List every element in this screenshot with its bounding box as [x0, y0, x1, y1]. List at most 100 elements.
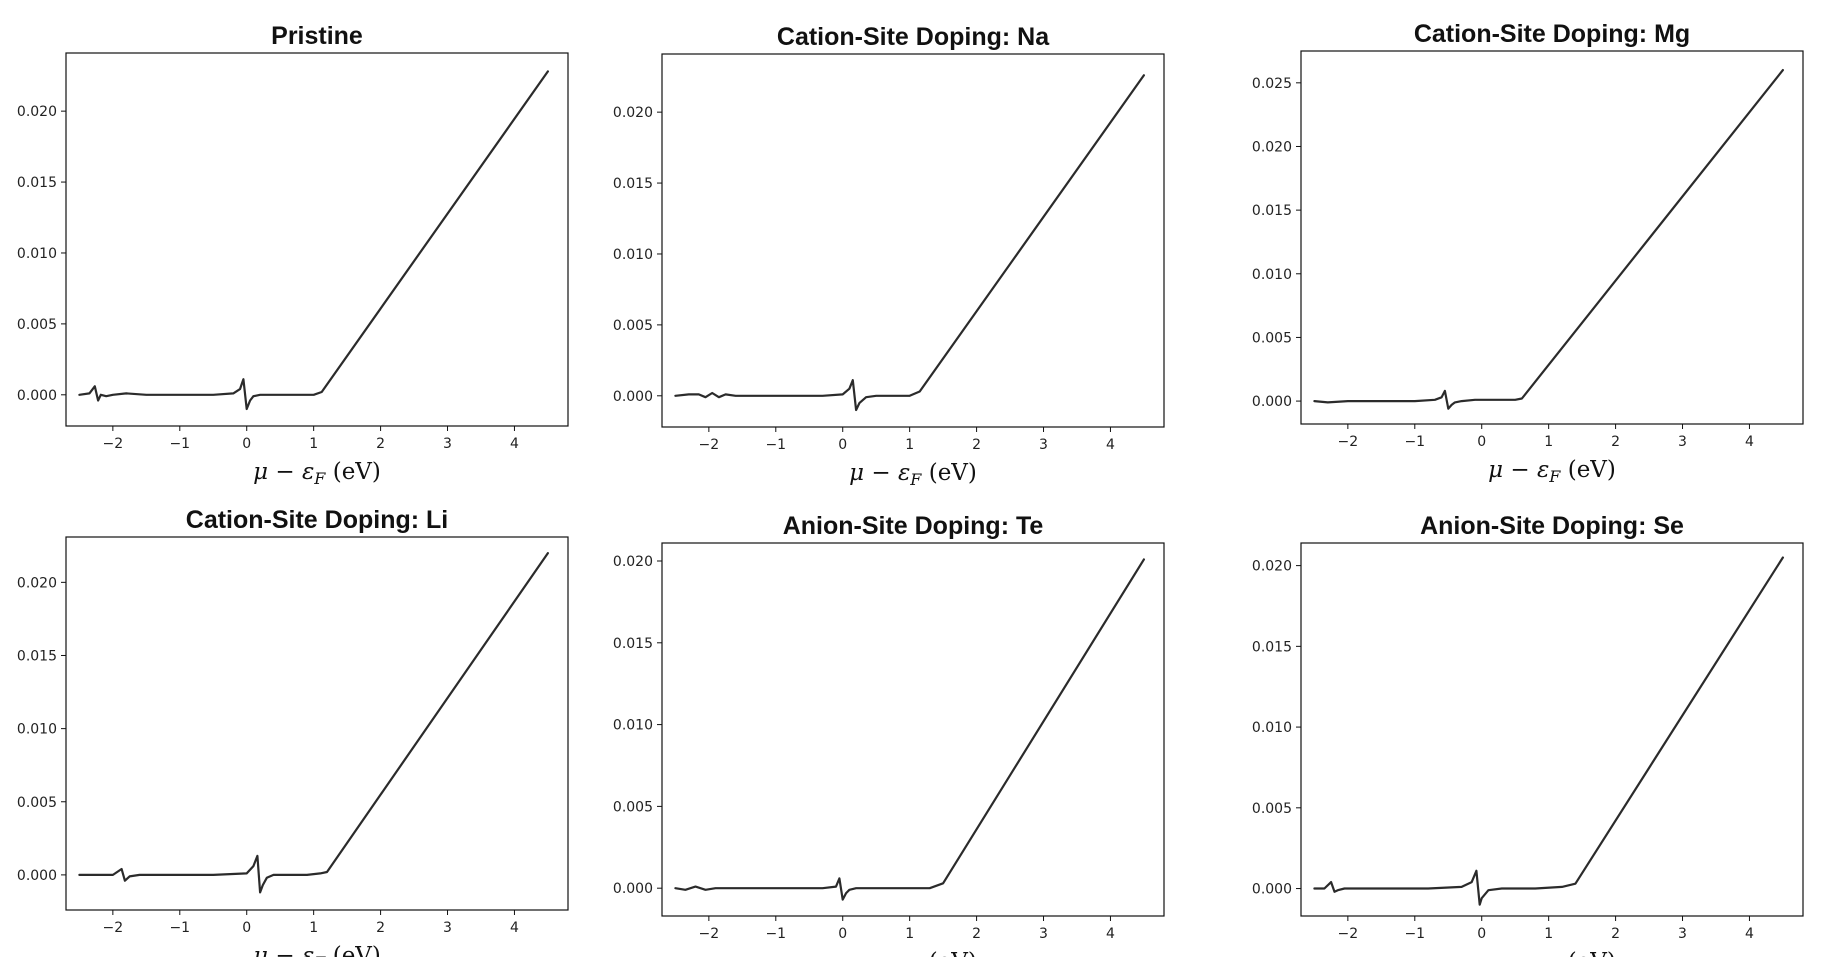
x-tick-label: 2 [972, 437, 981, 453]
chart-title: Anion-Site Doping: Te [783, 512, 1044, 540]
y-tick-label: 0.005 [613, 799, 653, 815]
y-tick-label: 0.020 [613, 105, 653, 121]
plot-frame [1300, 50, 1804, 425]
x-tick-label: 0 [838, 437, 847, 453]
y-tick-label: 0.000 [613, 389, 653, 405]
x-axis-label: μ − εF (eV) [849, 460, 977, 489]
chart-panel-5: Anion-Site Doping: Te −2 −1 0 1 2 3 4 0.000 0.005… [613, 512, 1165, 957]
series-line [78, 70, 549, 411]
series-line [78, 552, 549, 894]
chart-panel-3: Cation-Site Doping: Mg −2 −1 0 1 2 3 4 0.000 0.00… [1252, 20, 1804, 486]
x-tick-label: 1 [1544, 434, 1553, 450]
x-tick-label: 3 [1678, 926, 1687, 942]
series-line [1313, 556, 1784, 906]
x-tick-label: −1 [169, 436, 190, 452]
chart-title: Cation-Site Doping: Li [186, 506, 448, 534]
x-tick-label: −2 [1338, 926, 1359, 942]
x-tick-label: 0 [838, 926, 847, 942]
x-tick-label: 2 [1611, 434, 1620, 450]
x-tick-label: −1 [1404, 434, 1425, 450]
x-axis-label: μ − εF (eV) [253, 943, 381, 957]
x-tick-label: 0 [242, 920, 251, 936]
x-tick-label: −1 [1404, 926, 1425, 942]
x-tick-label: 1 [905, 926, 914, 942]
y-tick-label: 0.010 [17, 722, 57, 738]
x-tick-label: 4 [1745, 926, 1754, 942]
chart-title: Cation-Site Doping: Mg [1414, 20, 1690, 48]
x-tick-label: 4 [1106, 437, 1115, 453]
chart-title: Anion-Site Doping: Se [1420, 512, 1684, 540]
x-tick-label: 0 [1477, 434, 1486, 450]
x-tick-label: 3 [1039, 437, 1048, 453]
plot-frame [661, 53, 1165, 428]
y-tick-label: 0.015 [1252, 203, 1292, 219]
x-tick-label: 4 [510, 920, 519, 936]
y-tick-label: 0.000 [17, 388, 57, 404]
plot-frame [1300, 542, 1804, 917]
y-tick-label: 0.015 [613, 176, 653, 192]
y-tick-label: 0.000 [1252, 394, 1292, 410]
y-tick-label: 0.020 [17, 104, 57, 120]
y-tick-label: 0.020 [17, 575, 57, 591]
x-tick-label: 1 [309, 436, 318, 452]
x-tick-label: 1 [309, 920, 318, 936]
x-axis-label: μ − εF (eV) [1488, 949, 1616, 957]
x-tick-label: −1 [169, 920, 190, 936]
y-tick-label: 0.000 [1252, 882, 1292, 898]
y-tick-label: 0.010 [613, 247, 653, 263]
y-tick-label: 0.005 [1252, 801, 1292, 817]
chart-title: Cation-Site Doping: Na [777, 23, 1050, 51]
x-tick-label: −2 [699, 926, 720, 942]
x-tick-label: 2 [376, 436, 385, 452]
y-tick-label: 0.005 [17, 795, 57, 811]
x-tick-label: 4 [1745, 434, 1754, 450]
chart-panel-2: Cation-Site Doping: Na −2 −1 0 1 2 3 4 0.000 0.00… [613, 23, 1165, 489]
y-tick-label: 0.005 [17, 317, 57, 333]
x-tick-label: −2 [103, 436, 124, 452]
y-tick-label: 0.025 [1252, 76, 1292, 92]
chart-panel-6: Anion-Site Doping: Se −2 −1 0 1 2 3 4 0.000 0.005… [1252, 512, 1804, 957]
y-tick-label: 0.015 [1252, 639, 1292, 655]
x-axis-label: μ − εF (eV) [253, 459, 381, 488]
x-axis-label: μ − εF (eV) [849, 949, 977, 957]
x-axis-label: μ − εF (eV) [1488, 457, 1616, 486]
y-tick-label: 0.000 [17, 868, 57, 884]
plot-frame [65, 536, 569, 911]
x-tick-label: 0 [1477, 926, 1486, 942]
x-tick-label: −2 [103, 920, 124, 936]
y-tick-label: 0.020 [613, 554, 653, 570]
x-tick-label: 1 [1544, 926, 1553, 942]
x-tick-label: −1 [765, 926, 786, 942]
x-tick-label: 1 [905, 437, 914, 453]
y-tick-label: 0.015 [17, 175, 57, 191]
x-tick-label: 3 [443, 436, 452, 452]
plot-frame [661, 542, 1165, 917]
chart-panel-1: Pristine −2 −1 0 1 2 3 4 0.000 0.005 0.010 0.015 0.0… [17, 22, 569, 488]
y-tick-label: 0.020 [1252, 139, 1292, 155]
plot-frame [65, 52, 569, 427]
x-tick-label: 4 [510, 436, 519, 452]
y-tick-label: 0.020 [1252, 559, 1292, 575]
y-tick-label: 0.010 [1252, 267, 1292, 283]
y-tick-label: 0.005 [613, 318, 653, 334]
x-tick-label: −2 [1338, 434, 1359, 450]
y-tick-label: 0.005 [1252, 330, 1292, 346]
series-line [674, 74, 1145, 412]
x-tick-label: 2 [972, 926, 981, 942]
x-tick-label: 2 [1611, 926, 1620, 942]
chart-panel-4: Cation-Site Doping: Li −2 −1 0 1 2 3 4 0.000 0.00… [17, 506, 569, 957]
series-line [1313, 69, 1784, 410]
y-tick-label: 0.015 [17, 648, 57, 664]
x-tick-label: −2 [699, 437, 720, 453]
x-tick-label: 2 [376, 920, 385, 936]
y-tick-label: 0.000 [613, 881, 653, 897]
x-tick-label: −1 [765, 437, 786, 453]
x-tick-label: 3 [1678, 434, 1687, 450]
chart-title: Pristine [271, 22, 363, 50]
x-tick-label: 0 [242, 436, 251, 452]
x-tick-label: 3 [1039, 926, 1048, 942]
y-tick-label: 0.010 [17, 246, 57, 262]
y-tick-label: 0.010 [1252, 720, 1292, 736]
series-line [674, 558, 1145, 901]
